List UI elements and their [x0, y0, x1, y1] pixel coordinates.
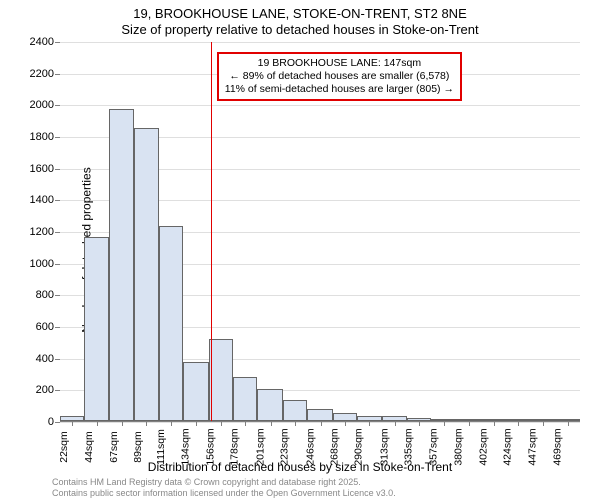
chart-container: 19, BROOKHOUSE LANE, STOKE-ON-TRENT, ST2…	[0, 0, 600, 500]
x-tick-mark	[345, 421, 346, 426]
callout-line: ← 89% of detached houses are smaller (6,…	[225, 70, 454, 83]
histogram-bar	[209, 339, 233, 421]
histogram-bar	[283, 400, 307, 421]
x-tick-mark	[221, 421, 222, 426]
x-tick-mark	[196, 421, 197, 426]
x-tick-mark	[469, 421, 470, 426]
x-tick-mark	[146, 421, 147, 426]
histogram-bar	[84, 237, 108, 421]
y-tick-label: 800	[36, 289, 60, 301]
x-tick-mark	[543, 421, 544, 426]
x-tick-mark	[171, 421, 172, 426]
histogram-bar	[159, 226, 183, 421]
callout-line: 19 BROOKHOUSE LANE: 147sqm	[225, 57, 454, 70]
chart-title-sub: Size of property relative to detached ho…	[0, 22, 600, 37]
x-tick-label: 22sqm	[56, 431, 70, 463]
callout-line: 11% of semi-detached houses are larger (…	[225, 83, 454, 96]
x-tick-mark	[122, 421, 123, 426]
property-marker-line	[211, 42, 212, 421]
x-tick-mark	[245, 421, 246, 426]
y-tick-label: 0	[48, 416, 60, 428]
histogram-bar	[233, 377, 257, 421]
y-tick-label: 400	[36, 353, 60, 365]
footer-attribution: Contains HM Land Registry data © Crown c…	[52, 477, 396, 498]
histogram-bar	[257, 389, 283, 421]
y-tick-label: 2000	[30, 99, 60, 111]
y-tick-label: 2400	[30, 36, 60, 48]
gridline	[60, 42, 580, 43]
x-tick-mark	[271, 421, 272, 426]
y-tick-label: 1200	[30, 226, 60, 238]
x-tick-mark	[72, 421, 73, 426]
x-tick-label: 44sqm	[81, 431, 95, 463]
y-tick-label: 2200	[30, 68, 60, 80]
x-tick-mark	[97, 421, 98, 426]
y-tick-label: 1800	[30, 131, 60, 143]
x-tick-mark	[395, 421, 396, 426]
x-tick-mark	[419, 421, 420, 426]
x-tick-mark	[494, 421, 495, 426]
histogram-bar	[333, 413, 357, 421]
x-tick-mark	[568, 421, 569, 426]
x-tick-label: 67sqm	[106, 431, 120, 463]
histogram-bar	[183, 362, 209, 421]
y-tick-label: 200	[36, 384, 60, 396]
x-tick-mark	[444, 421, 445, 426]
y-tick-label: 600	[36, 321, 60, 333]
footer-line-1: Contains HM Land Registry data © Crown c…	[52, 477, 396, 487]
x-tick-label: 89sqm	[131, 431, 145, 463]
histogram-bar	[134, 128, 158, 421]
x-tick-mark	[369, 421, 370, 426]
x-axis-label: Distribution of detached houses by size …	[0, 460, 600, 474]
plot-area: 0200400600800100012001400160018002000220…	[60, 42, 580, 422]
x-tick-mark	[321, 421, 322, 426]
histogram-bar	[109, 109, 135, 421]
chart-title-main: 19, BROOKHOUSE LANE, STOKE-ON-TRENT, ST2…	[0, 6, 600, 21]
x-tick-mark	[295, 421, 296, 426]
footer-line-2: Contains public sector information licen…	[52, 488, 396, 498]
y-tick-label: 1600	[30, 163, 60, 175]
y-tick-label: 1000	[30, 258, 60, 270]
x-tick-mark	[518, 421, 519, 426]
property-callout: 19 BROOKHOUSE LANE: 147sqm← 89% of detac…	[217, 52, 462, 101]
histogram-bar	[307, 409, 333, 421]
y-tick-label: 1400	[30, 194, 60, 206]
gridline	[60, 105, 580, 106]
